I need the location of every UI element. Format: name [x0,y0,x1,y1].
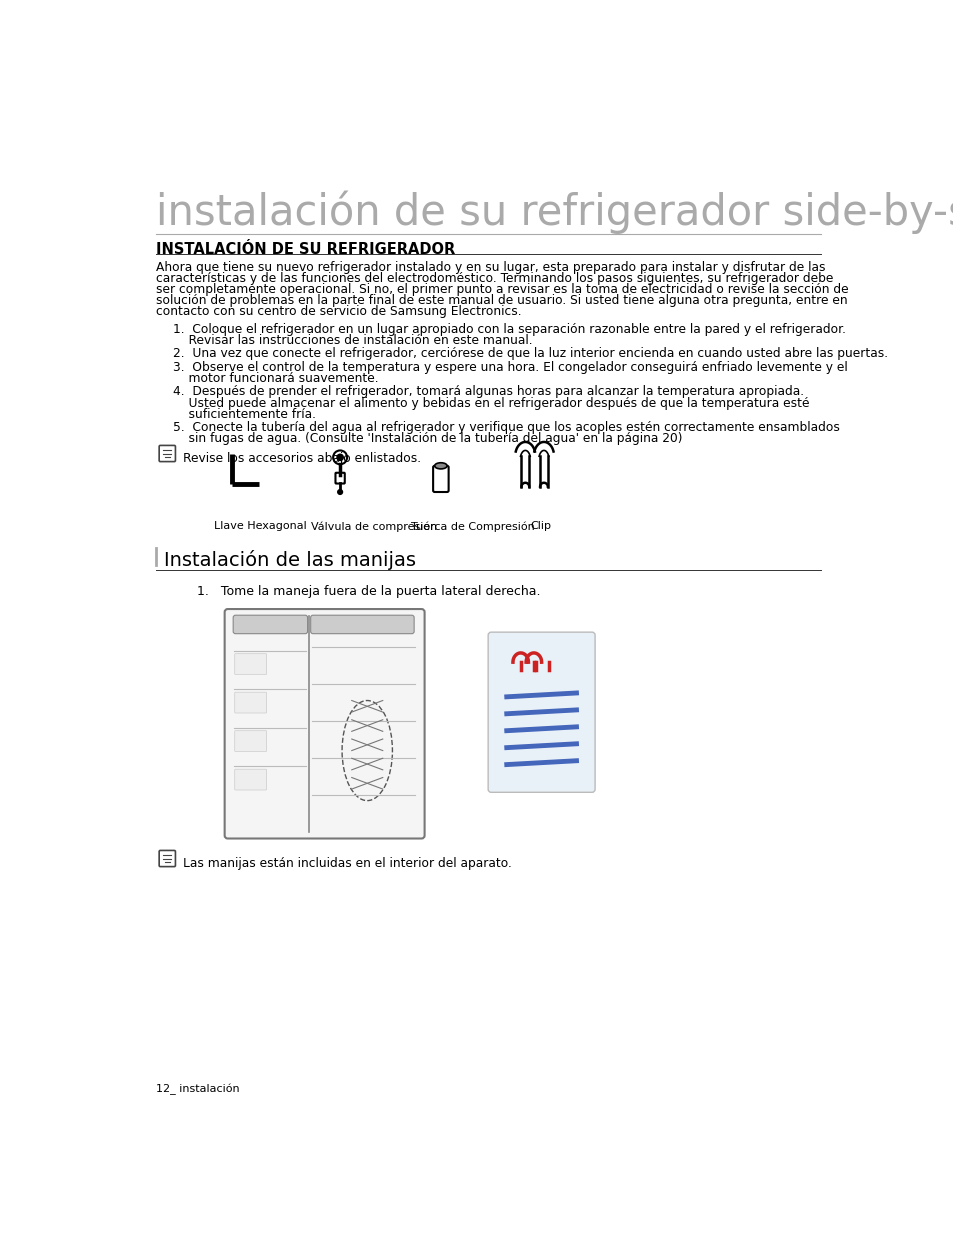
Text: características y de las funciones del electrodoméstico. Terminando los pasos si: características y de las funciones del e… [156,272,833,285]
Text: 5.  Conecte la tubería del agua al refrigerador y verifique que los acoples esté: 5. Conecte la tubería del agua al refrig… [173,421,840,435]
Text: 1.   Tome la maneja fuera de la puerta lateral derecha.: 1. Tome la maneja fuera de la puerta lat… [196,585,539,598]
Text: Válvula de compresión: Válvula de compresión [311,521,436,532]
Text: Llave Hexagonal: Llave Hexagonal [213,521,306,531]
FancyBboxPatch shape [335,473,344,484]
FancyBboxPatch shape [224,609,424,839]
Circle shape [335,453,344,461]
FancyBboxPatch shape [233,615,307,634]
FancyBboxPatch shape [488,632,595,793]
FancyBboxPatch shape [159,851,175,867]
Text: 4.  Después de prender el refrigerador, tomará algunas horas para alcanzar la te: 4. Después de prender el refrigerador, t… [173,385,803,399]
FancyBboxPatch shape [234,653,266,674]
Text: ser completamente operacional. Si no, el primer punto a revisar es la toma de el: ser completamente operacional. Si no, el… [156,283,848,296]
FancyBboxPatch shape [311,615,414,634]
Text: instalación de su refrigerador side-by-side: instalación de su refrigerador side-by-s… [156,190,953,235]
Text: 2.  Una vez que conecte el refrigerador, cerciórese de que la luz interior encie: 2. Una vez que conecte el refrigerador, … [173,347,887,361]
Text: Usted puede almacenar el alimento y bebidas en el refrigerador después de que la: Usted puede almacenar el alimento y bebi… [173,396,809,410]
Text: motor funcionará suavemente.: motor funcionará suavemente. [173,372,378,385]
Text: INSTALACIÓN DE SU REFRIGERADOR: INSTALACIÓN DE SU REFRIGERADOR [156,242,456,257]
Text: solución de problemas en la parte final de este manual de usuario. Si usted tien: solución de problemas en la parte final … [156,294,847,308]
Ellipse shape [435,463,447,469]
Text: 12_ instalación: 12_ instalación [156,1084,240,1095]
Text: Revisar las instrucciones de instalación en este manual.: Revisar las instrucciones de instalación… [173,333,533,347]
FancyBboxPatch shape [234,731,266,751]
Circle shape [336,489,343,495]
Text: contacto con su centro de servicio de Samsung Electronics.: contacto con su centro de servicio de Sa… [156,305,521,319]
Text: Tuerca de Compresión: Tuerca de Compresión [411,521,535,532]
FancyBboxPatch shape [433,466,448,492]
Text: 3.  Observe el control de la temperatura y espere una hora. El congelador conseg: 3. Observe el control de la temperatura … [173,361,847,374]
Text: Revise los accesorios abajo enlistados.: Revise los accesorios abajo enlistados. [183,452,420,464]
Text: Instalación de las manijas: Instalación de las manijas [164,550,416,569]
Text: Ahora que tiene su nuevo refrigerador instalado y en su lugar, esta preparado pa: Ahora que tiene su nuevo refrigerador in… [156,261,825,274]
FancyBboxPatch shape [159,446,175,462]
FancyBboxPatch shape [234,692,266,713]
Text: Clip: Clip [530,521,551,531]
Circle shape [333,451,347,464]
Text: sin fugas de agua. (Consulte 'Instalación de la tubería del agua' en la página 2: sin fugas de agua. (Consulte 'Instalació… [173,432,682,446]
Text: suficientemente fría.: suficientemente fría. [173,408,316,421]
Text: 1.  Coloque el refrigerador en un lugar apropiado con la separación razonable en: 1. Coloque el refrigerador en un lugar a… [173,322,845,336]
FancyBboxPatch shape [234,769,266,790]
Text: Las manijas están incluidas en el interior del aparato.: Las manijas están incluidas en el interi… [183,857,511,869]
